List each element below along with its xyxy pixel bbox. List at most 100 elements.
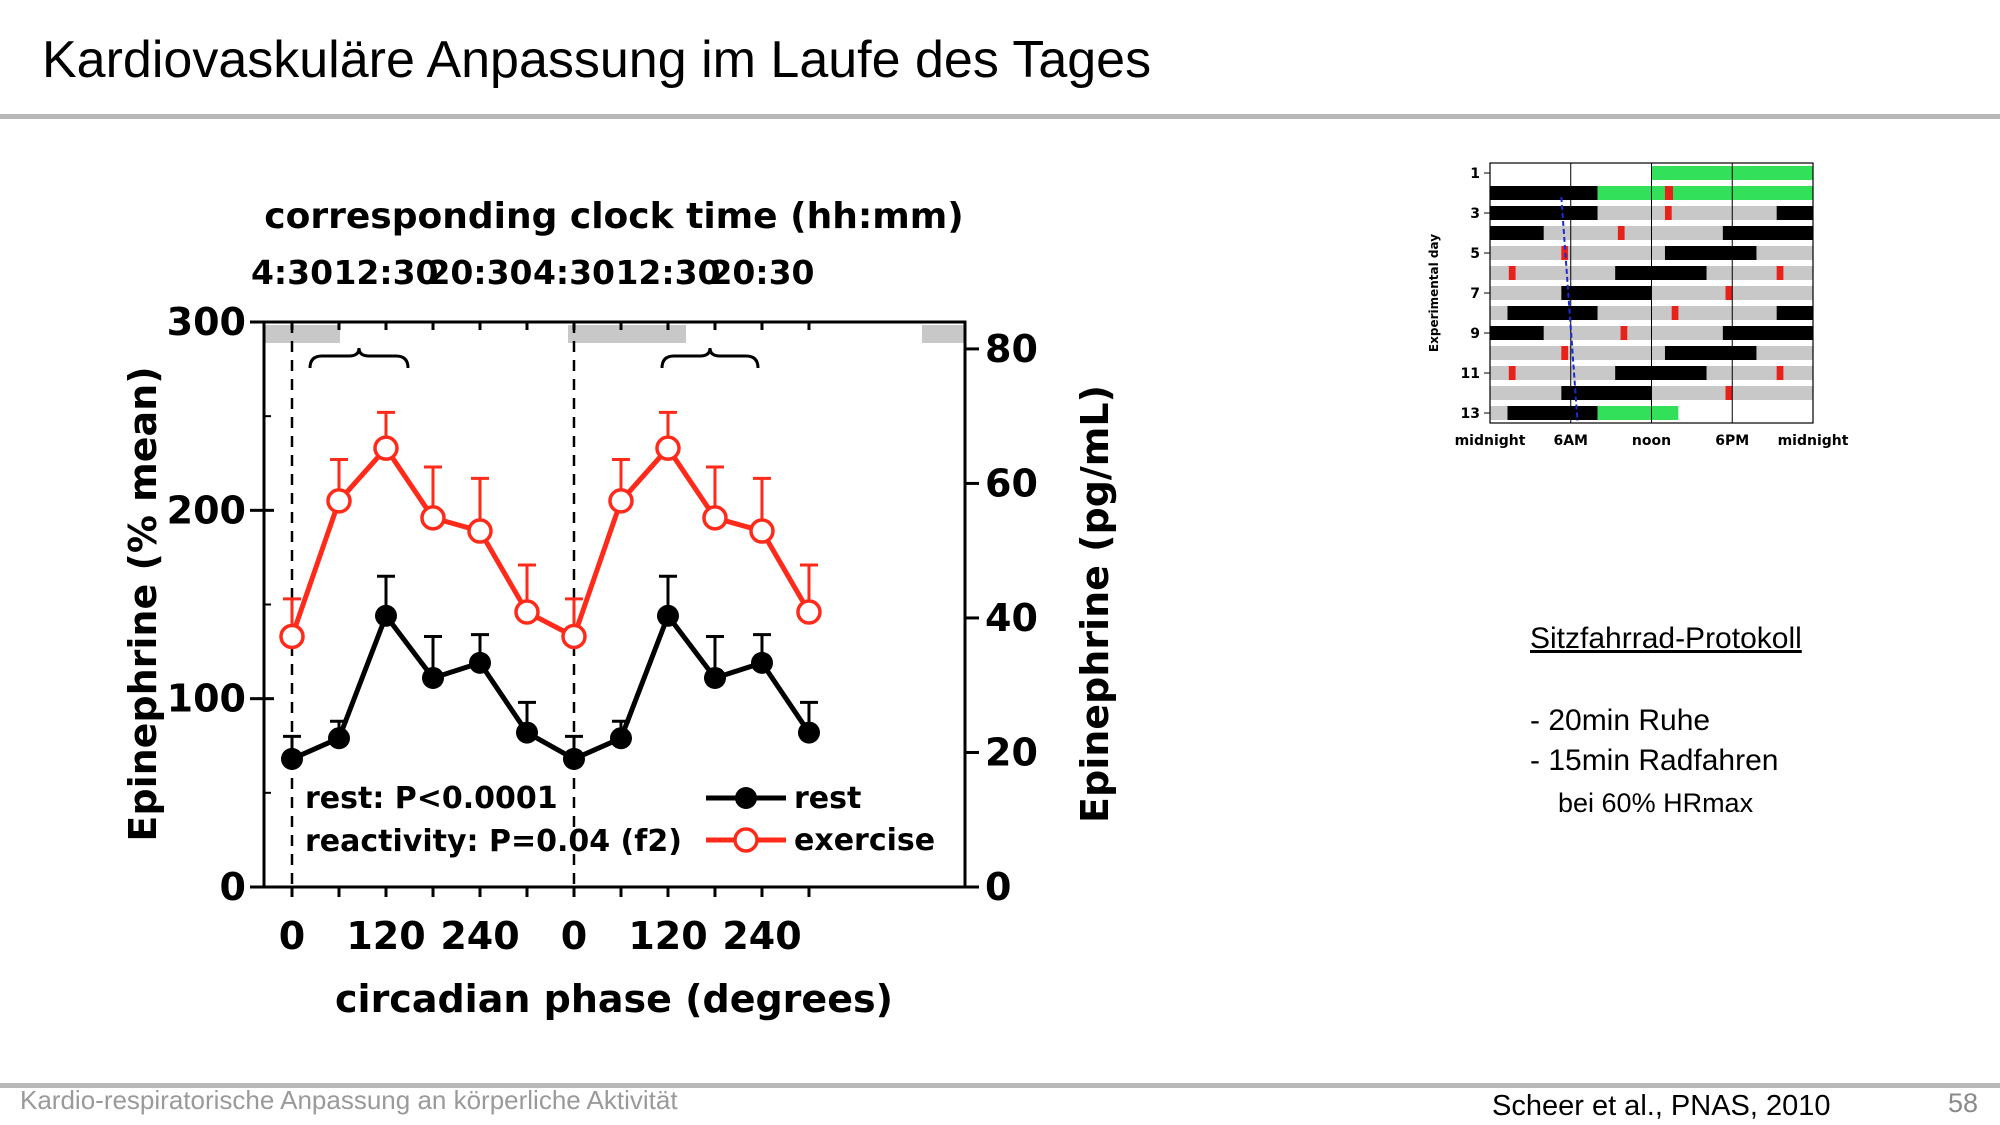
raster-segment-sleep [1615, 366, 1707, 380]
rest-point [656, 604, 679, 627]
raster-segment-sleep [1664, 346, 1757, 360]
rest-point [327, 727, 350, 750]
raster-segment-test [1664, 206, 1672, 220]
raster-segment-sleep [1490, 326, 1544, 340]
right-axis-tick-label: 80 [985, 327, 1038, 371]
raster-segment-scheduled-wake [1756, 346, 1813, 360]
top-axis-title: corresponding clock time (hh:mm) [264, 196, 963, 237]
raster-y-axis-title: Experimental day [1427, 234, 1441, 352]
bottom-axis-tick-label: 0 [561, 914, 587, 958]
stat-annotation-rest: rest: P<0.0001 [305, 781, 558, 816]
left-axis-tick-label: 300 [167, 300, 246, 344]
left-axis-tick-label: 100 [167, 677, 246, 721]
raster-segment-scheduled-wake [1597, 206, 1777, 220]
y-axis-title-left: Epinephrine (% mean) [121, 366, 165, 841]
exercise-point [796, 599, 822, 625]
protocol-heading: Sitzfahrrad-Protokoll [1530, 622, 1802, 655]
raster-segment-scheduled-wake [1543, 226, 1723, 240]
exercise-point [326, 488, 352, 514]
window-brace-0 [308, 347, 410, 369]
x-axis-title: circadian phase (degrees) [335, 977, 893, 1021]
raster-segment-sleep [1615, 266, 1707, 280]
raster-segment-sleep [1776, 306, 1813, 320]
right-axis-tick-label: 60 [985, 461, 1038, 505]
top-axis-clock-label: 20:30 [709, 253, 814, 292]
raster-segment-test [1671, 306, 1679, 320]
rest-point [562, 747, 585, 770]
raster-segment-scheduled-wake [1597, 306, 1777, 320]
right-axis-tick-label: 20 [985, 730, 1038, 774]
sleep-bar-1 [568, 325, 686, 343]
left-axis-tick-label: 0 [220, 865, 246, 909]
exercise-point [608, 488, 634, 514]
right-axis-tick-label: 0 [985, 865, 1011, 909]
raster-y-tick-label: 13 [1461, 406, 1480, 422]
raster-x-tick-label: 6AM [1553, 433, 1588, 449]
rest-point [515, 721, 538, 744]
legend-exercise-marker [733, 827, 759, 853]
raster-segment-test [1617, 226, 1625, 240]
legend-rest-marker [735, 787, 757, 809]
raster-y-tick-label: 9 [1470, 326, 1480, 342]
right-axis-tick-label: 40 [985, 596, 1038, 640]
rest-point [374, 604, 397, 627]
protocol-item-intensity: bei 60% HRmax [1558, 788, 1754, 818]
raster-segment-scheduled-wake [1490, 386, 1562, 400]
raster-x-tick-label: midnight [1778, 433, 1849, 449]
rest-point [797, 721, 820, 744]
raster-segment-sleep [1561, 286, 1652, 300]
raster-segment-scheduled-wake [1490, 246, 1665, 260]
rest-point [750, 651, 773, 674]
page-number: 58 [1948, 1088, 1979, 1118]
raster-segment-scheduled-wake [1706, 266, 1813, 280]
raster-segment-white [1678, 406, 1813, 420]
raster-segment-scheduled-wake [1543, 326, 1723, 340]
exercise-point [702, 505, 728, 531]
slide-title: Kardiovaskuläre Anpassung im Laufe des T… [42, 31, 1152, 89]
raster-segment-scheduled-wake [1490, 346, 1665, 360]
raster-segment-scheduled-wake [1490, 306, 1508, 320]
rest-point [468, 651, 491, 674]
raster-segment-baseline [1597, 406, 1679, 420]
raster-segment-sleep [1490, 226, 1544, 240]
title-divider [0, 114, 2000, 119]
raster-phase-line [1560, 196, 1579, 422]
window-brace-1 [660, 347, 760, 369]
raster-segment-sleep [1722, 326, 1813, 340]
raster-segment-sleep [1776, 206, 1813, 220]
raster-y-tick-label: 3 [1470, 206, 1480, 222]
bottom-axis-tick-label: 120 [346, 914, 425, 958]
raster-x-tick-label: midnight [1455, 433, 1526, 449]
top-axis-clock-label: 4:30 [251, 253, 333, 292]
raster-segment-scheduled-wake [1490, 286, 1562, 300]
raster-segment-test [1725, 286, 1733, 300]
rest-point [609, 727, 632, 750]
legend-exercise-label: exercise [794, 823, 935, 858]
bottom-axis-tick-label: 120 [628, 914, 707, 958]
raster-segment-scheduled-wake [1490, 366, 1616, 380]
sleep-bar-2 [922, 325, 965, 343]
rest-point [703, 666, 726, 689]
rest-line [290, 613, 812, 762]
top-axis-clock-label: 20:30 [427, 253, 532, 292]
raster-segment-test [1776, 366, 1784, 380]
raster-y-tick-label: 11 [1461, 366, 1480, 382]
raster-x-tick-label: 6PM [1715, 433, 1749, 449]
raster-segment-scheduled-wake [1756, 246, 1813, 260]
exercise-point [420, 505, 446, 531]
protocol-box: Sitzfahrrad-Protokoll - 20min Ruhe - 15m… [1530, 622, 1802, 818]
raster-segment-sleep [1561, 386, 1652, 400]
raster-segment-sleep [1507, 406, 1598, 420]
raster-segment-test [1508, 366, 1516, 380]
raster-segment-sleep [1490, 206, 1598, 220]
raster-segment-sleep [1507, 306, 1598, 320]
protocol-item-cycling: - 15min Radfahren [1530, 744, 1779, 777]
raster-segment-baseline [1597, 186, 1813, 200]
exercise-point [373, 435, 399, 461]
bottom-axis-tick-label: 240 [440, 914, 519, 958]
raster-y-tick-label: 1 [1470, 166, 1480, 182]
top-axis-clock-label: 12:30 [333, 253, 438, 292]
exercise-point [467, 518, 493, 544]
y-axis-title-right: Epinephrine (pg/mL) [1073, 385, 1117, 823]
exercise-point [561, 623, 587, 650]
